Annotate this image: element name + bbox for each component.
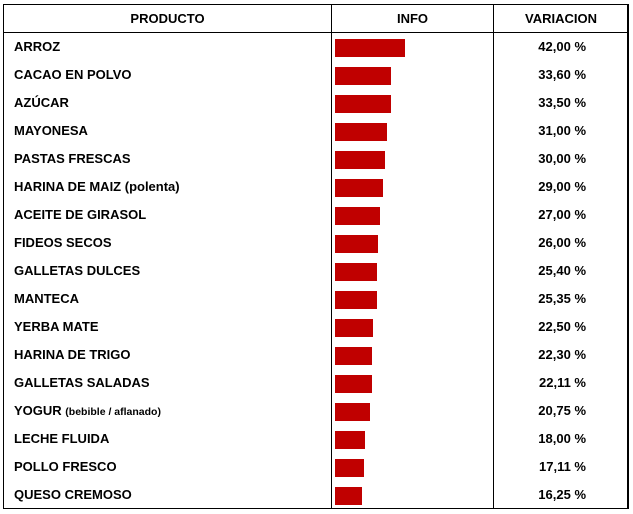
product-label: YERBA MATE bbox=[14, 313, 99, 341]
product-name: HARINA DE MAIZ (polenta) bbox=[14, 179, 180, 194]
variation-bar bbox=[335, 39, 405, 57]
product-name: ACEITE DE GIRASOL bbox=[14, 207, 147, 222]
table-row: ARROZ 42,00 % bbox=[4, 33, 627, 61]
variation-value: 17,11 % bbox=[539, 459, 586, 474]
variation-bar bbox=[335, 263, 377, 281]
variation-value: 33,60 % bbox=[538, 67, 586, 82]
product-label: CACAO EN POLVO bbox=[14, 61, 132, 89]
product-label: POLLO FRESCO bbox=[14, 453, 117, 481]
product-label: QUESO CREMOSO bbox=[14, 481, 132, 509]
product-name: GALLETAS SALADAS bbox=[14, 375, 150, 390]
variation-value: 33,50 % bbox=[538, 95, 586, 110]
product-name: AZÚCAR bbox=[14, 95, 69, 110]
table-row: POLLO FRESCO 17,11 % bbox=[4, 453, 627, 481]
product-label: LECHE FLUIDA bbox=[14, 425, 109, 453]
variation-value: 25,35 % bbox=[538, 291, 586, 306]
table-row: FIDEOS SECOS 26,00 % bbox=[4, 229, 627, 257]
product-name: POLLO FRESCO bbox=[14, 459, 117, 474]
product-label: AZÚCAR bbox=[14, 89, 69, 117]
product-variation-table: PRODUCTO INFO VARIACION ARROZ 42,00 % CACA… bbox=[3, 4, 629, 509]
product-label: FIDEOS SECOS bbox=[14, 229, 112, 257]
variation-value: 18,00 % bbox=[538, 431, 586, 446]
column-divider-info bbox=[331, 5, 332, 508]
product-name: GALLETAS DULCES bbox=[14, 263, 141, 278]
variation-bar bbox=[335, 123, 387, 141]
table-row: LECHE FLUIDA 18,00 % bbox=[4, 425, 627, 453]
product-name: LECHE FLUIDA bbox=[14, 431, 110, 446]
variation-bar bbox=[335, 403, 370, 421]
table-row: YERBA MATE 22,50 % bbox=[4, 313, 627, 341]
variation-bar bbox=[335, 459, 364, 477]
variation-bar bbox=[335, 67, 391, 85]
variation-bar bbox=[335, 207, 380, 225]
header-info: INFO bbox=[396, 11, 429, 26]
variation-bar bbox=[335, 431, 365, 449]
table-row: CACAO EN POLVO 33,60 % bbox=[4, 61, 627, 89]
variation-value: 22,30 % bbox=[538, 347, 586, 362]
product-name: MAYONESA bbox=[14, 123, 88, 138]
table-row: AZÚCAR 33,50 % bbox=[4, 89, 627, 117]
product-name: CACAO EN POLVO bbox=[14, 67, 132, 82]
variation-value: 20,75 % bbox=[538, 403, 586, 418]
variation-bar bbox=[335, 95, 391, 113]
product-label: PASTAS FRESCAS bbox=[14, 145, 131, 173]
product-label: MANTECA bbox=[14, 285, 79, 313]
table-row: ACEITE DE GIRASOL 27,00 % bbox=[4, 201, 627, 229]
variation-bar bbox=[335, 291, 377, 309]
product-name: ARROZ bbox=[14, 39, 61, 54]
variation-value: 26,00 % bbox=[538, 235, 586, 250]
variation-value: 42,00 % bbox=[538, 39, 586, 54]
variation-bar bbox=[335, 375, 372, 393]
table-row: HARINA DE MAIZ (polenta) 29,00 % bbox=[4, 173, 627, 201]
variation-value: 22,11 % bbox=[539, 375, 586, 390]
variation-value: 16,25 % bbox=[538, 487, 586, 502]
variation-bar bbox=[335, 179, 383, 197]
variation-bar bbox=[335, 487, 362, 505]
product-label: YOGUR (bebible / aflanado) bbox=[14, 397, 161, 425]
product-label: HARINA DE MAIZ (polenta) bbox=[14, 173, 180, 201]
product-name: HARINA DE TRIGO bbox=[14, 347, 131, 362]
table-row: HARINA DE TRIGO 22,30 % bbox=[4, 341, 627, 369]
variation-bar bbox=[335, 151, 385, 169]
product-name: YERBA MATE bbox=[14, 319, 99, 334]
table-row: GALLETAS DULCES 25,40 % bbox=[4, 257, 627, 285]
variation-value: 27,00 % bbox=[538, 207, 586, 222]
product-label: ACEITE DE GIRASOL bbox=[14, 201, 146, 229]
variation-value: 31,00 % bbox=[538, 123, 586, 138]
table-row: MAYONESA 31,00 % bbox=[4, 117, 627, 145]
product-note: (bebible / aflanado) bbox=[65, 406, 161, 418]
variation-value: 25,40 % bbox=[538, 263, 586, 278]
variation-value: 29,00 % bbox=[538, 179, 586, 194]
column-divider-variation bbox=[493, 5, 494, 508]
variation-bar bbox=[335, 347, 372, 365]
product-name: FIDEOS SECOS bbox=[14, 235, 112, 250]
table-row: YOGUR (bebible / aflanado) 20,75 % bbox=[4, 397, 627, 425]
variation-value: 22,50 % bbox=[538, 319, 586, 334]
product-label: ARROZ bbox=[14, 33, 60, 61]
header-product: PRODUCTO bbox=[130, 11, 205, 26]
product-label: MAYONESA bbox=[14, 117, 88, 145]
product-name: PASTAS FRESCAS bbox=[14, 151, 131, 166]
product-label: HARINA DE TRIGO bbox=[14, 341, 131, 369]
variation-bar bbox=[335, 319, 373, 337]
table-row: MANTECA 25,35 % bbox=[4, 285, 627, 313]
product-name: MANTECA bbox=[14, 291, 79, 306]
product-label: GALLETAS DULCES bbox=[14, 257, 140, 285]
header-variation: VARIACION bbox=[525, 11, 597, 26]
product-label: GALLETAS SALADAS bbox=[14, 369, 150, 397]
header-divider bbox=[4, 32, 627, 33]
table-row: GALLETAS SALADAS 22,11 % bbox=[4, 369, 627, 397]
table-body: ARROZ 42,00 % CACAO EN POLVO 33,60 % AZÚCAR 3… bbox=[4, 33, 627, 508]
table-row: PASTAS FRESCAS 30,00 % bbox=[4, 145, 627, 173]
product-name: QUESO CREMOSO bbox=[14, 487, 132, 502]
product-name: YOGUR bbox=[14, 403, 62, 418]
table-row: QUESO CREMOSO 16,25 % bbox=[4, 481, 627, 509]
variation-bar bbox=[335, 235, 378, 253]
variation-value: 30,00 % bbox=[538, 151, 586, 166]
